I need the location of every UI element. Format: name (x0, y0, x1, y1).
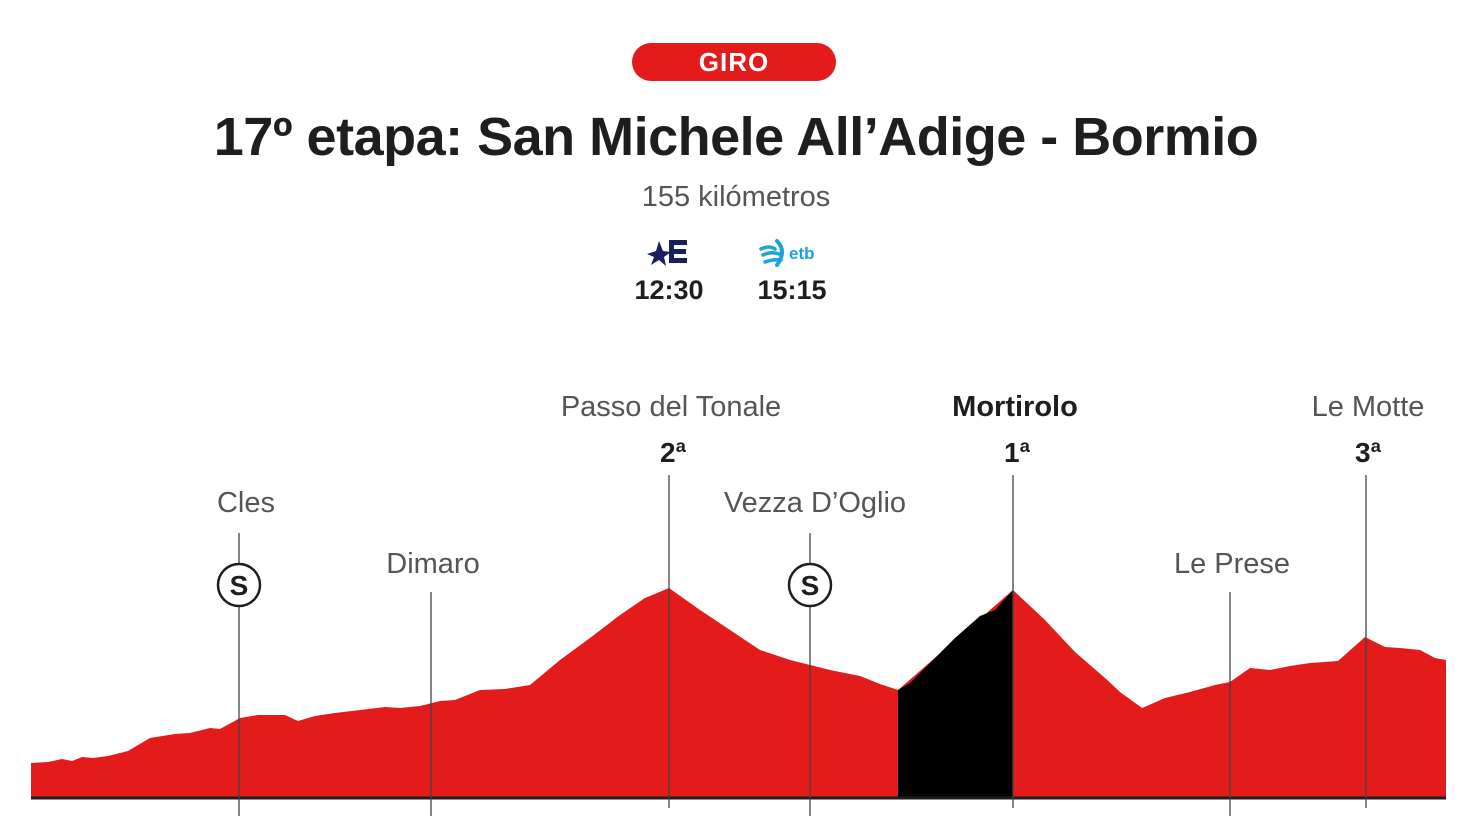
broadcast-time: 15:15 (757, 275, 827, 305)
place-label-mortirolo: Mortirolo (952, 391, 1078, 423)
broadcaster-etb: etb 15:15 (722, 235, 862, 306)
stage-distance: 155 kilómetros (641, 181, 831, 213)
broadcaster-eurosport: 12:30 (599, 235, 739, 306)
race-badge: GIRO (632, 43, 836, 81)
climb-category-tonale: 2ª (660, 437, 687, 468)
sprint-label: S (230, 570, 249, 601)
place-label-tonale: Passo del Tonale (561, 391, 781, 423)
broadcast-time: 12:30 (634, 275, 704, 305)
climb-category-mortirolo: 1ª (1004, 437, 1031, 468)
etb-logo-icon: etb (722, 235, 862, 269)
elevation-profile (31, 588, 1446, 798)
eurosport-logo-icon (599, 235, 739, 269)
mortirolo-climb-highlight (898, 590, 1013, 798)
place-label-le-motte: Le Motte (1312, 391, 1425, 423)
sprint-label: S (801, 570, 820, 601)
sprint-marker-vezza: S (787, 562, 833, 608)
place-label-cles: Cles (217, 487, 275, 519)
place-label-dimaro: Dimaro (386, 548, 479, 580)
place-label-le-prese: Le Prese (1174, 548, 1290, 580)
sprint-marker-cles: S (216, 562, 262, 608)
stage-title: 17º etapa: San Michele All’Adige - Bormi… (213, 107, 1259, 167)
place-label-vezza: Vezza D’Oglio (724, 487, 906, 519)
climb-category-le-motte: 3ª (1355, 437, 1382, 468)
etb-logo-text: etb (789, 244, 815, 263)
